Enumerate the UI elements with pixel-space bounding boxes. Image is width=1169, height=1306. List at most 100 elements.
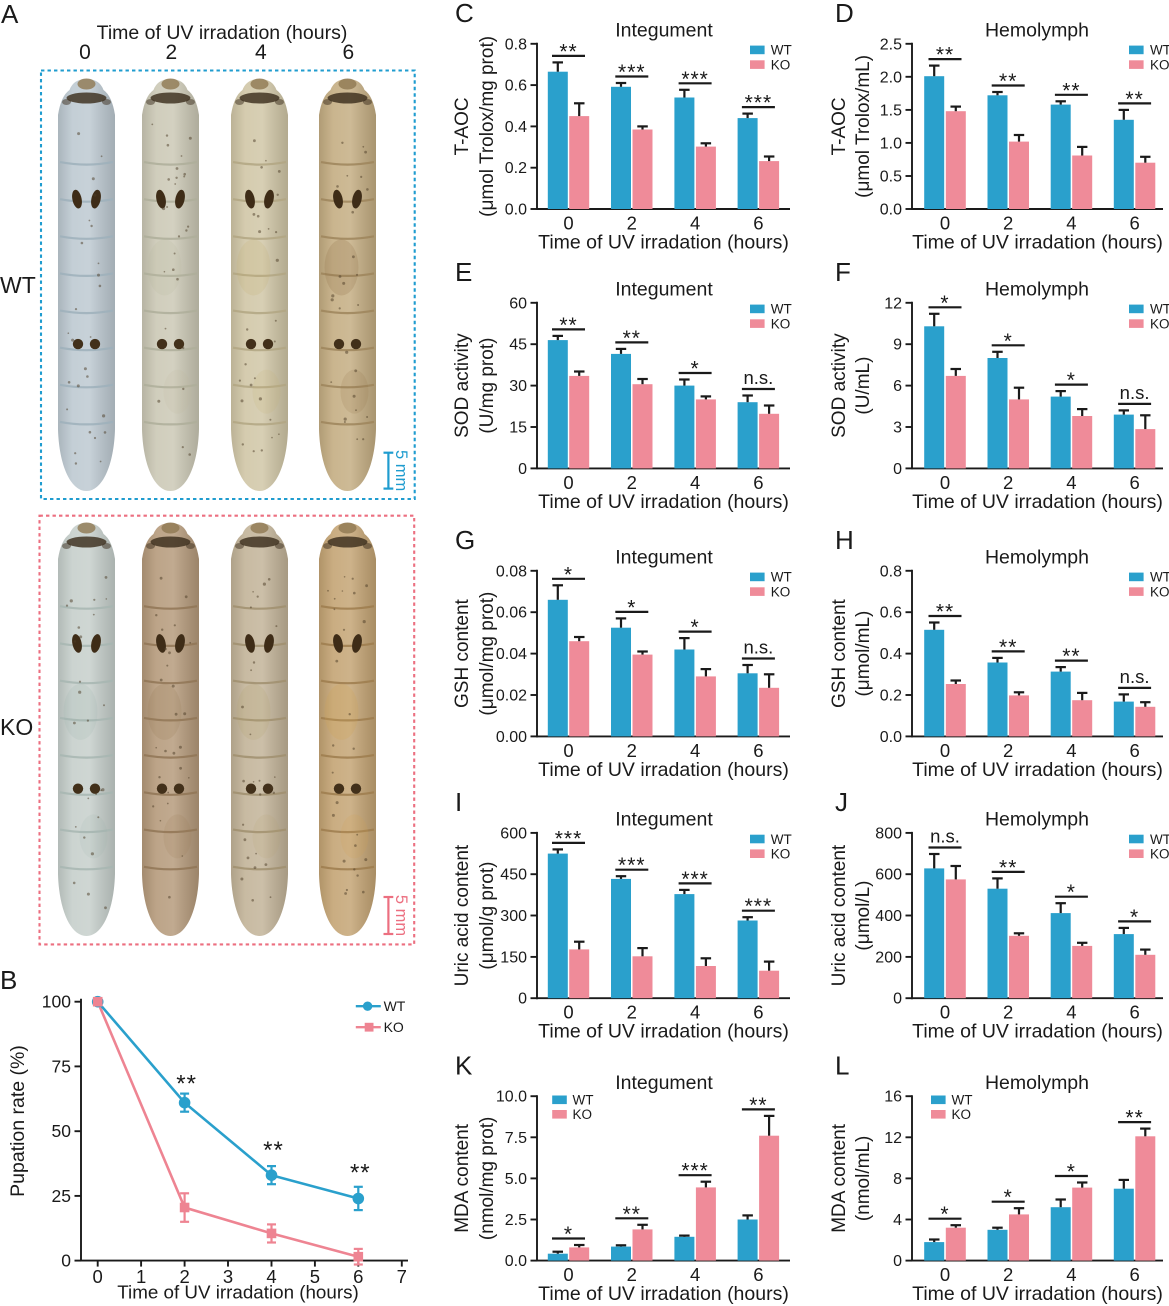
svg-text:KO: KO	[1150, 57, 1169, 72]
svg-text:3: 3	[893, 420, 902, 437]
svg-text:0: 0	[563, 213, 573, 234]
svg-text:KO: KO	[1150, 316, 1169, 331]
svg-text:6: 6	[1129, 1002, 1139, 1023]
svg-text:WT: WT	[1150, 832, 1169, 847]
svg-text:*: *	[564, 563, 573, 586]
svg-text:Integument: Integument	[615, 279, 713, 301]
svg-text:0: 0	[518, 461, 527, 478]
svg-text:200: 200	[875, 949, 902, 966]
svg-text:600: 600	[500, 825, 527, 842]
svg-text:WT: WT	[573, 1093, 594, 1108]
svg-text:*: *	[691, 358, 700, 381]
svg-text:(μmol/L): (μmol/L)	[853, 881, 874, 951]
svg-text:5.0: 5.0	[505, 1171, 527, 1188]
svg-text:400: 400	[875, 908, 902, 925]
svg-text:0.0: 0.0	[880, 202, 902, 219]
svg-text:0.2: 0.2	[880, 688, 902, 705]
svg-text:Uric acid content: Uric acid content	[829, 844, 850, 986]
svg-text:Hemolymph: Hemolymph	[985, 1072, 1089, 1094]
svg-text:450: 450	[500, 867, 527, 884]
svg-text:*: *	[1004, 330, 1013, 353]
svg-text:KO: KO	[771, 57, 791, 72]
svg-text:0: 0	[563, 740, 573, 761]
svg-text:n.s.: n.s.	[1120, 382, 1150, 403]
svg-text:0.04: 0.04	[496, 646, 527, 663]
svg-text:75: 75	[52, 1056, 71, 1076]
svg-text:H: H	[835, 525, 854, 555]
svg-text:n.s.: n.s.	[743, 367, 773, 388]
svg-text:WT: WT	[952, 1093, 973, 1108]
svg-text:GSH content: GSH content	[452, 598, 473, 707]
svg-text:60: 60	[509, 295, 527, 312]
svg-text:**: **	[350, 1160, 371, 1187]
svg-text:4: 4	[255, 41, 267, 64]
svg-text:Time of UV irradation (hours): Time of UV irradation (hours)	[912, 232, 1163, 254]
svg-text:Hemolymph: Hemolymph	[985, 279, 1089, 301]
svg-text:WT: WT	[1150, 570, 1169, 585]
svg-text:**: **	[999, 636, 1017, 659]
svg-text:WT: WT	[771, 43, 792, 58]
svg-text:**: **	[1125, 88, 1143, 111]
svg-text:2: 2	[627, 213, 637, 234]
svg-text:Time of UV irradation (hours): Time of UV irradation (hours)	[538, 232, 789, 254]
svg-text:WT: WT	[1150, 43, 1169, 58]
svg-text:***: ***	[681, 868, 709, 891]
svg-text:T-AOC: T-AOC	[452, 97, 473, 155]
svg-text:5 mm: 5 mm	[392, 895, 410, 936]
svg-text:(μmol/g prot): (μmol/g prot)	[477, 862, 498, 970]
svg-text:100: 100	[42, 992, 71, 1012]
svg-text:0: 0	[518, 991, 527, 1008]
svg-text:Time of UV irradation (hours): Time of UV irradation (hours)	[912, 1021, 1163, 1043]
svg-text:0: 0	[893, 1253, 902, 1270]
svg-text:2: 2	[165, 41, 177, 64]
svg-text:KO: KO	[952, 1107, 972, 1122]
svg-text:SOD activity: SOD activity	[829, 333, 850, 438]
svg-text:SOD activity: SOD activity	[452, 333, 473, 438]
svg-text:12: 12	[884, 295, 902, 312]
svg-text:4: 4	[1066, 1002, 1076, 1023]
svg-text:A: A	[1, 0, 19, 29]
svg-text:3: 3	[223, 1266, 233, 1287]
svg-text:WT: WT	[771, 832, 792, 847]
svg-text:Time of UV irradation (hours): Time of UV irradation (hours)	[117, 1282, 358, 1303]
svg-text:600: 600	[875, 867, 902, 884]
svg-text:*: *	[1067, 369, 1076, 392]
svg-text:2: 2	[1003, 1264, 1013, 1285]
svg-text:2.5: 2.5	[880, 36, 902, 53]
svg-text:30: 30	[509, 378, 527, 395]
svg-text:6: 6	[1129, 213, 1139, 234]
svg-text:*: *	[1130, 906, 1139, 929]
svg-text:45: 45	[509, 337, 527, 354]
svg-text:(U/mL): (U/mL)	[853, 357, 874, 415]
svg-text:0.6: 0.6	[505, 78, 527, 95]
svg-text:WT: WT	[384, 998, 406, 1014]
svg-text:(μmol/mg prot): (μmol/mg prot)	[477, 592, 498, 716]
svg-text:7.5: 7.5	[505, 1130, 527, 1147]
svg-text:6: 6	[753, 740, 763, 761]
svg-text:**: **	[999, 70, 1017, 93]
svg-text:***: ***	[745, 895, 773, 918]
svg-text:n.s.: n.s.	[930, 826, 960, 847]
svg-text:***: ***	[681, 68, 709, 91]
svg-text:0.08: 0.08	[496, 563, 527, 580]
svg-text:0: 0	[93, 1266, 103, 1287]
svg-text:0.6: 0.6	[880, 605, 902, 622]
svg-text:(μmol Trolox/mg prot): (μmol Trolox/mg prot)	[477, 36, 498, 217]
svg-text:Time of UV irradation (hours): Time of UV irradation (hours)	[912, 759, 1163, 781]
svg-text:4: 4	[690, 213, 700, 234]
svg-text:4: 4	[690, 740, 700, 761]
svg-text:1.5: 1.5	[880, 102, 902, 119]
svg-text:300: 300	[500, 908, 527, 925]
svg-text:**: **	[1125, 1107, 1143, 1130]
svg-text:**: **	[176, 1071, 197, 1098]
svg-text:4: 4	[1066, 472, 1076, 493]
svg-text:6: 6	[753, 472, 763, 493]
svg-text:***: ***	[618, 61, 646, 84]
svg-text:**: **	[623, 1203, 641, 1226]
svg-text:*: *	[940, 1203, 949, 1226]
svg-text:K: K	[455, 1050, 473, 1080]
svg-text:0: 0	[893, 461, 902, 478]
svg-text:**: **	[623, 327, 641, 350]
svg-text:(μmol/mL): (μmol/mL)	[853, 611, 874, 697]
svg-text:6: 6	[753, 1002, 763, 1023]
